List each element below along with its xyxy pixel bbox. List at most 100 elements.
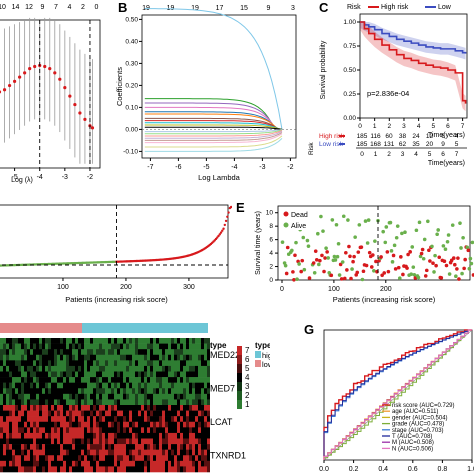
heatmap-cell — [18, 349, 21, 356]
gene-label: TXNRD1 — [210, 450, 246, 460]
heatmap-cell — [201, 449, 204, 456]
alive-point — [450, 223, 455, 227]
heatmap-cell — [39, 393, 42, 400]
heatmap-cell — [126, 343, 129, 350]
heatmap-cell — [69, 460, 72, 467]
heatmap-cell — [57, 382, 60, 389]
heatmap-cell — [66, 444, 69, 450]
heatmap-cell — [24, 377, 27, 383]
heatmap-cell — [174, 449, 177, 456]
heatmap-cell — [174, 455, 177, 462]
heatmap-cell — [48, 393, 51, 400]
cv-point — [63, 86, 67, 90]
heatmap-cell — [93, 360, 96, 367]
heatmap-cell — [93, 427, 96, 434]
risk-count: 5 — [455, 141, 459, 148]
heatmap-cell — [78, 416, 81, 423]
x-tick-label: -4 — [37, 174, 43, 181]
heatmap-cell — [96, 399, 99, 406]
heatmap-cell — [195, 455, 198, 462]
alive-point — [333, 258, 338, 262]
heatmap-cell — [138, 382, 141, 389]
heatmap-cell — [36, 388, 39, 395]
heatmap-cell — [39, 399, 42, 406]
heatmap-svg: MED22MED7LCATTXNRD1type7654321typehighlo… — [0, 323, 270, 473]
x-tick-label: 3 — [402, 123, 406, 130]
heatmap-cell — [51, 405, 54, 411]
heatmap-cell — [60, 444, 63, 450]
heatmap-cell — [192, 460, 195, 467]
heatmap-cell — [120, 466, 123, 473]
heatmap-cell — [96, 432, 99, 439]
heatmap-cell — [165, 365, 168, 372]
heatmap-cell — [12, 354, 15, 361]
heatmap-cell — [60, 460, 63, 467]
heatmap-cell — [81, 349, 84, 356]
risk-row-label: High risk — [319, 133, 345, 140]
heatmap-cell — [189, 438, 192, 445]
cv-point — [0, 90, 2, 94]
heatmap-cell — [138, 455, 141, 462]
heatmap-cell — [45, 365, 48, 372]
panel-c-km-plot: Risk High risk Low 1.00 0.75 0.50 0.25 0.00 Surv… — [305, 0, 474, 195]
heatmap-cell — [177, 338, 180, 344]
heatmap-cell — [72, 399, 75, 406]
heatmap-cell — [42, 416, 45, 423]
heatmap-cell — [114, 410, 117, 417]
heatmap-cell — [72, 365, 75, 372]
heatmap-cell — [84, 388, 87, 395]
heatmap-cell — [120, 399, 123, 406]
heatmap-cell — [198, 405, 201, 411]
heatmap-cell — [192, 360, 195, 367]
heatmap-cell — [75, 360, 78, 367]
heatmap-cell — [192, 432, 195, 439]
heatmap-cell — [66, 405, 69, 411]
heatmap-cell — [105, 393, 108, 400]
heatmap-cell — [186, 354, 189, 361]
heatmap-cell — [72, 343, 75, 350]
heatmap-cell — [69, 360, 72, 367]
heatmap-cell — [159, 416, 162, 423]
heatmap-cell — [180, 377, 183, 383]
alive-point — [435, 232, 439, 237]
heatmap-cell — [96, 421, 99, 428]
heatmap-cell — [189, 405, 192, 411]
alive-point — [383, 240, 388, 245]
heatmap-cell — [0, 416, 3, 423]
heatmap-cell — [204, 416, 207, 423]
heatmap-cell — [66, 343, 69, 350]
heatmap-cell — [78, 349, 81, 356]
heatmap-cell — [84, 432, 87, 439]
legend-dot-alive — [283, 222, 289, 228]
heatmap-cell — [48, 338, 51, 344]
dead-point — [444, 263, 449, 268]
heatmap-cell — [36, 421, 39, 428]
heatmap-cell — [21, 349, 24, 356]
heatmap-cell — [186, 438, 189, 445]
heatmap-cell — [105, 371, 108, 378]
heatmap-cell — [27, 405, 30, 411]
heatmap-cell — [144, 393, 147, 400]
heatmap-cell — [18, 444, 21, 450]
heatmap-cell — [147, 427, 150, 434]
heatmap-cell — [33, 349, 36, 356]
alive-point — [454, 274, 458, 278]
heatmap-cell — [63, 365, 66, 372]
x-tick-label: -7 — [147, 164, 153, 171]
heatmap-cell — [42, 405, 45, 411]
heatmap-cell — [132, 449, 135, 456]
heatmap-cell — [114, 377, 117, 383]
dead-point — [359, 245, 364, 249]
p-value-label: p=2.836e-04 — [367, 89, 409, 98]
heatmap-cell — [174, 432, 177, 439]
heatmap-cell — [57, 371, 60, 378]
heatmap-cell — [51, 460, 54, 467]
heatmap-cell — [138, 365, 141, 372]
heatmap-cell — [156, 416, 159, 423]
heatmap-cell — [174, 371, 177, 378]
heatmap-cell — [141, 371, 144, 378]
heatmap-cell — [177, 410, 180, 417]
heatmap-cell — [0, 343, 3, 350]
heatmap-cell — [198, 382, 201, 389]
heatmap-cell — [9, 405, 12, 411]
